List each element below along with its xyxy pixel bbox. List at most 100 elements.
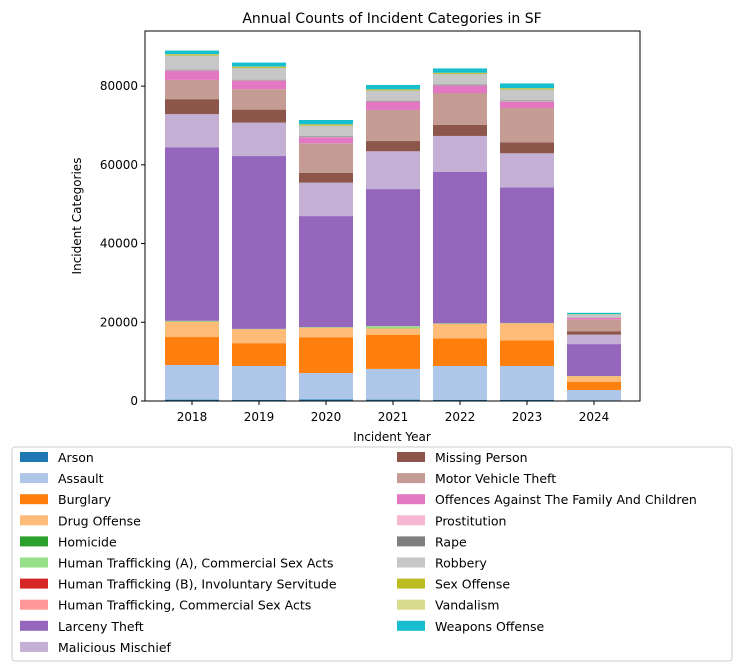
legend-label: Human Trafficking, Commercial Sex Acts bbox=[58, 598, 311, 613]
bar-segment-2018-5 bbox=[165, 320, 219, 322]
bar-segment-2018-2 bbox=[165, 337, 219, 365]
bar-segment-2022-9 bbox=[433, 135, 487, 172]
bar-segment-2019-11 bbox=[232, 89, 286, 110]
legend-label: Larceny Theft bbox=[58, 619, 144, 634]
bar-segment-2018-16 bbox=[165, 54, 219, 56]
bar-segment-2023-11 bbox=[500, 108, 554, 143]
bar-segment-2023-1 bbox=[500, 365, 554, 400]
bar-segment-2018-0 bbox=[165, 399, 219, 401]
x-tick-label: 2024 bbox=[579, 410, 610, 424]
bar-segment-2019-8 bbox=[232, 156, 286, 329]
legend-swatch bbox=[397, 515, 425, 526]
bar-segment-2019-10 bbox=[232, 109, 286, 123]
y-tick-label: 80000 bbox=[100, 79, 138, 93]
bar-segment-2020-9 bbox=[299, 182, 353, 217]
bar-segment-2020-14 bbox=[299, 136, 353, 138]
legend-swatch bbox=[20, 620, 48, 631]
bar-segment-2024-3 bbox=[567, 376, 621, 382]
bar-segment-2018-8 bbox=[165, 147, 219, 321]
y-axis: 0 20000 40000 60000 80000 bbox=[100, 79, 145, 408]
legend-label: Malicious Mischief bbox=[58, 640, 172, 655]
legend-swatch bbox=[397, 599, 425, 610]
bar-segment-2024-11 bbox=[567, 319, 621, 332]
bar-segment-2024-18 bbox=[567, 312, 621, 315]
bar-segment-2022-0 bbox=[433, 399, 487, 401]
bar-segment-2024-1 bbox=[567, 389, 621, 401]
legend-swatch bbox=[20, 599, 48, 610]
bar-segment-2020-3 bbox=[299, 327, 353, 338]
legend-label: Robbery bbox=[435, 556, 487, 571]
x-tick-label: 2020 bbox=[311, 410, 342, 424]
bar-segment-2023-0 bbox=[500, 399, 554, 401]
bar-segment-2018-14 bbox=[165, 69, 219, 71]
bar-segment-2018-1 bbox=[165, 364, 219, 400]
bar-segment-2024-10 bbox=[567, 331, 621, 335]
legend-label: Missing Person bbox=[435, 450, 528, 465]
legend-swatch bbox=[397, 578, 425, 589]
legend-swatch bbox=[397, 452, 425, 462]
bar-segment-2021-5 bbox=[366, 326, 420, 329]
bar-segment-2021-3 bbox=[366, 328, 420, 335]
bar-segment-2024-2 bbox=[567, 381, 621, 390]
bar-segment-2018-12 bbox=[165, 70, 219, 80]
legend-swatch bbox=[397, 536, 425, 547]
bar-segment-2023-12 bbox=[500, 101, 554, 109]
bar-segment-2019-18 bbox=[232, 62, 286, 67]
x-tick-label: 2018 bbox=[177, 410, 208, 424]
bar-segment-2023-10 bbox=[500, 142, 554, 154]
x-tick-label: 2022 bbox=[445, 410, 476, 424]
bar-segment-2019-12 bbox=[232, 80, 286, 90]
x-axis: 2018 2019 2020 2021 2022 2023 2024 bbox=[177, 401, 610, 424]
bar-segment-2018-15 bbox=[165, 55, 219, 70]
legend-label: Homicide bbox=[58, 534, 117, 549]
legend-label: Vandalism bbox=[435, 598, 499, 613]
bar-segment-2021-9 bbox=[366, 151, 420, 190]
bar-segment-2022-8 bbox=[433, 171, 487, 324]
bar-segment-2023-16 bbox=[500, 88, 554, 90]
legend-swatch bbox=[397, 557, 425, 568]
legend: Arson Assault Burglary Drug Offense Homicide… bbox=[11, 446, 733, 662]
legend-swatch bbox=[20, 641, 48, 652]
y-tick-label: 0 bbox=[130, 394, 138, 408]
bar-segment-2019-16 bbox=[232, 66, 286, 68]
legend-label: Drug Offense bbox=[58, 513, 141, 528]
bar-segment-2019-14 bbox=[232, 79, 286, 81]
y-tick-label: 40000 bbox=[100, 237, 138, 251]
bar-segment-2021-12 bbox=[366, 101, 420, 110]
bar-segment-2021-18 bbox=[366, 84, 420, 90]
legend-swatch bbox=[397, 494, 425, 505]
bar-segment-2023-18 bbox=[500, 83, 554, 89]
bar-segment-2020-2 bbox=[299, 337, 353, 374]
bar-segment-2021-15 bbox=[366, 90, 420, 101]
bar-segment-2023-15 bbox=[500, 89, 554, 101]
bar-segment-2020-12 bbox=[299, 137, 353, 144]
legend-swatch bbox=[20, 473, 48, 484]
legend-label: Burglary bbox=[58, 492, 112, 507]
bar-segment-2021-14 bbox=[366, 100, 420, 102]
y-axis-label: Incident Categories bbox=[70, 158, 84, 275]
legend-label: Sex Offense bbox=[435, 577, 510, 592]
bar-segment-2019-9 bbox=[232, 122, 286, 157]
bar-segment-2024-8 bbox=[567, 344, 621, 376]
x-tick-label: 2023 bbox=[512, 410, 543, 424]
bar-segment-2024-12 bbox=[567, 317, 621, 320]
bar-segment-2020-0 bbox=[299, 399, 353, 401]
bar-segment-2019-2 bbox=[232, 343, 286, 366]
bar-segment-2019-3 bbox=[232, 329, 286, 344]
bar-segment-2019-15 bbox=[232, 67, 286, 80]
legend-label: Assault bbox=[58, 471, 104, 486]
bar-segment-2018-10 bbox=[165, 99, 219, 115]
legend-swatch bbox=[20, 494, 48, 505]
bar-segment-2022-16 bbox=[433, 72, 487, 74]
legend-swatch bbox=[20, 578, 48, 589]
legend-label: Offences Against The Family And Children bbox=[435, 492, 697, 507]
legend-swatch bbox=[397, 473, 425, 484]
bar-segment-2018-9 bbox=[165, 114, 219, 148]
legend-label: Arson bbox=[58, 450, 94, 465]
legend-swatch bbox=[20, 536, 48, 547]
x-tick-label: 2021 bbox=[378, 410, 409, 424]
bar-segment-2022-11 bbox=[433, 93, 487, 125]
legend-frame bbox=[11, 446, 733, 662]
bar-segment-2022-1 bbox=[433, 365, 487, 400]
bar-segment-2019-1 bbox=[232, 365, 286, 400]
